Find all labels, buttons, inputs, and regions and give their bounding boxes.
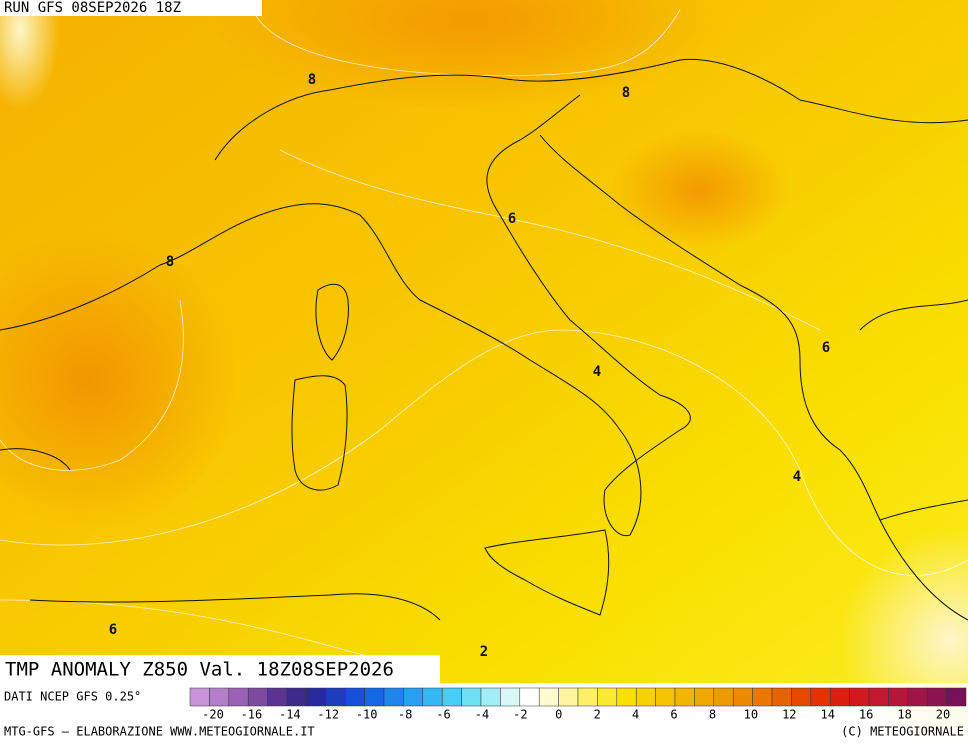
colorbar-swatch <box>577 687 598 707</box>
colorbar-swatch <box>325 687 346 707</box>
contour-label: 6 <box>508 211 516 227</box>
colorbar-swatch <box>655 687 676 707</box>
run-label: RUN GFS 08SEP2026 18Z <box>4 0 181 16</box>
colorbar-swatch <box>286 687 307 707</box>
map-title: TMP ANOMALY Z850 Val. 18Z08SEP2026 <box>5 659 394 681</box>
colorbar-swatch <box>558 687 579 707</box>
colorbar-swatch <box>228 687 249 707</box>
colorbar-tick-label: -6 <box>436 708 450 722</box>
colorbar-tick-label: -14 <box>279 708 301 722</box>
colorbar-swatch <box>403 687 424 707</box>
colorbar-swatch <box>500 687 521 707</box>
colorbar-swatch <box>946 687 967 707</box>
colorbar-swatch <box>868 687 889 707</box>
colorbar-swatch <box>306 687 327 707</box>
colorbar-tick-label: -8 <box>398 708 412 722</box>
run-box <box>0 0 262 16</box>
colorbar-swatch <box>267 687 288 707</box>
colorbar-swatch <box>480 687 501 707</box>
colorbar-tick-label: 8 <box>709 708 716 722</box>
colorbar-swatch <box>383 687 404 707</box>
colorbar-swatch <box>694 687 715 707</box>
colorbar-tick-label: 14 <box>821 708 835 722</box>
colorbar-tick-label: 0 <box>555 708 562 722</box>
contour-label: 8 <box>622 85 630 101</box>
colorbar-swatch <box>616 687 637 707</box>
colorbar-tick-label: 2 <box>594 708 601 722</box>
colorbar-swatch <box>810 687 831 707</box>
colorbar-swatch <box>519 687 540 707</box>
contour-label: 4 <box>593 364 601 380</box>
colorbar-swatch <box>441 687 462 707</box>
colorbar-swatch <box>732 687 753 707</box>
colorbar-swatch <box>791 687 812 707</box>
colorbar-swatch <box>926 687 947 707</box>
colorbar-tick-label: -20 <box>202 708 224 722</box>
colorbar-swatch <box>674 687 695 707</box>
colorbar-swatch <box>189 687 210 707</box>
colorbar-swatch <box>344 687 365 707</box>
data-source: DATI NCEP GFS 0.25° <box>4 690 141 704</box>
colorbar-tick-label: 4 <box>632 708 639 722</box>
contour-label: 6 <box>822 340 830 356</box>
title-box <box>0 655 440 683</box>
colorbar-swatch <box>597 687 618 707</box>
colorbar-tick-label: 12 <box>782 708 796 722</box>
colorbar-swatch <box>461 687 482 707</box>
colorbar-tick-label: 10 <box>744 708 758 722</box>
colorbar-tick-label: -4 <box>475 708 489 722</box>
colorbar-swatch <box>247 687 268 707</box>
colorbar-swatch <box>829 687 850 707</box>
contour-label: 8 <box>308 72 316 88</box>
colorbar-tick-label: 6 <box>670 708 677 722</box>
colorbar-swatch <box>771 687 792 707</box>
coastlines <box>0 58 968 621</box>
colorbar-tick-label: -10 <box>356 708 378 722</box>
colorbar-tick-label: -2 <box>513 708 527 722</box>
colorbar-swatch <box>713 687 734 707</box>
contour-label: 8 <box>166 254 174 270</box>
footer-left: MTG-GFS — ELABORAZIONE WWW.METEOGIORNALE… <box>4 725 315 739</box>
contour-label: 4 <box>793 469 801 485</box>
colorbar-swatch <box>538 687 559 707</box>
colorbar-swatch <box>849 687 870 707</box>
colorbar-tick-label: -12 <box>317 708 339 722</box>
colorbar-swatch <box>635 687 656 707</box>
colorbar-swatch <box>752 687 773 707</box>
colorbar-tick-label: -16 <box>241 708 263 722</box>
colorbar-swatch <box>907 687 928 707</box>
contour-label: 2 <box>480 644 488 660</box>
colorbar-swatch <box>364 687 385 707</box>
colorbar-tick-label: 20 <box>936 708 950 722</box>
colorbar: -20 -16 -14 -12 -10 -8 -6 -4 -2 0 2 4 6 8 10 12 14 16 18 20 <box>189 687 967 722</box>
colorbar-tick-label: 18 <box>897 708 911 722</box>
contour-labels: 8 8 8 6 6 4 4 6 2 <box>109 72 830 660</box>
colorbar-swatch <box>422 687 443 707</box>
colorbar-tick-label: 16 <box>859 708 873 722</box>
colorbar-swatch <box>888 687 909 707</box>
contour-label: 6 <box>109 622 117 638</box>
colorbar-swatch <box>209 687 230 707</box>
footer-right: (C) METEOGIORNALE <box>841 725 964 739</box>
